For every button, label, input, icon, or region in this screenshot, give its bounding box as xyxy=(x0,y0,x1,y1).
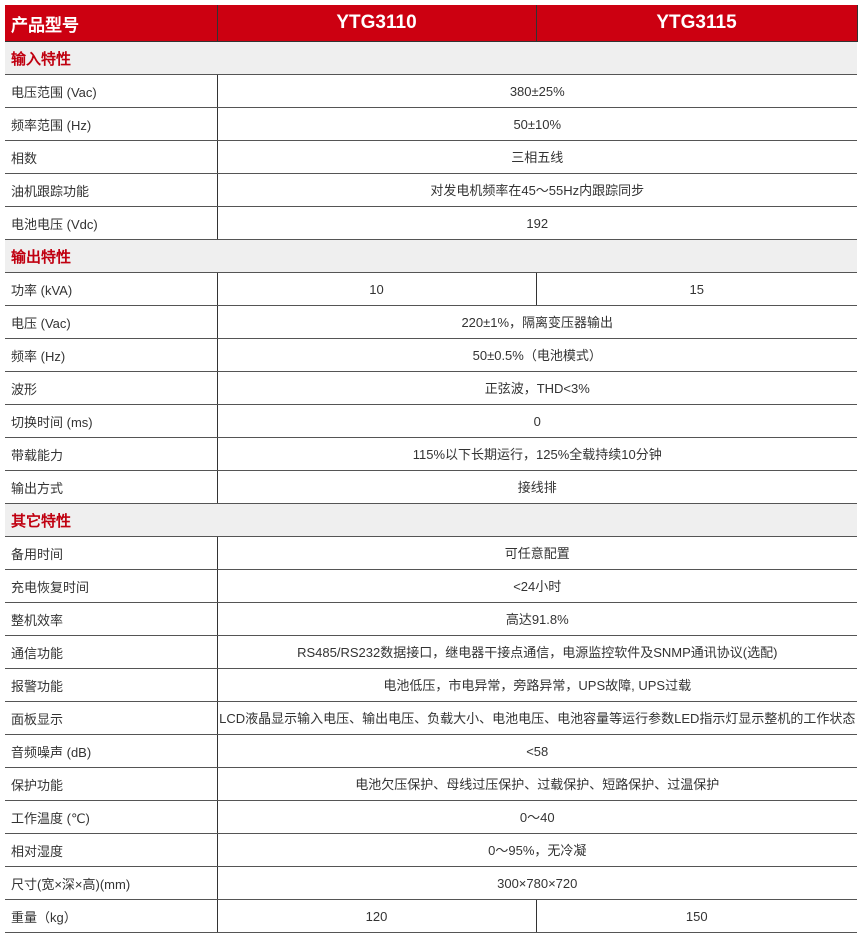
table-row: 输出方式 接线排 xyxy=(5,470,857,504)
row-value: <58 xyxy=(217,734,857,768)
row-label: 相对湿度 xyxy=(5,833,218,867)
row-label: 工作温度 (℃) xyxy=(5,800,218,834)
row-label: 电池电压 (Vdc) xyxy=(5,206,218,240)
section-title: 其它特性 xyxy=(5,503,857,537)
table-row: 相数 三相五线 xyxy=(5,140,857,174)
row-value: 可任意配置 xyxy=(217,536,857,570)
table-row: 重量（kg） 120 150 xyxy=(5,899,857,933)
section-row: 输出特性 xyxy=(5,239,857,273)
row-value: 正弦波，THD<3% xyxy=(217,371,857,405)
row-label: 油机跟踪功能 xyxy=(5,173,218,207)
table-row: 电池电压 (Vdc) 192 xyxy=(5,206,857,240)
table-row: 切换时间 (ms) 0 xyxy=(5,404,857,438)
row-value: 50±10% xyxy=(217,107,857,141)
section-title: 输出特性 xyxy=(5,239,857,273)
row-label: 相数 xyxy=(5,140,218,174)
spec-table: 产品型号 YTG3110 YTG3115 输入特性 电压范围 (Vac) 380±2… xyxy=(5,5,858,933)
row-value: <24小时 xyxy=(217,569,857,603)
row-value: 150 xyxy=(535,899,857,933)
row-label: 保护功能 xyxy=(5,767,218,801)
table-row: 相对湿度 0～95%，无冷凝 xyxy=(5,833,857,867)
row-label: 功率 (kVA) xyxy=(5,272,218,306)
row-value: RS485/RS232数据接口，继电器干接点通信，电源监控软件及SNMP通讯协议… xyxy=(217,635,857,669)
table-row: 电压 (Vac) 220±1%，隔离变压器输出 xyxy=(5,305,857,339)
table-row: 波形 正弦波，THD<3% xyxy=(5,371,857,405)
row-value: 电池欠压保护、母线过压保护、过载保护、短路保护、过温保护 xyxy=(217,767,857,801)
table-row: 充电恢复时间 <24小时 xyxy=(5,569,857,603)
row-label: 切换时间 (ms) xyxy=(5,404,218,438)
table-row: 功率 (kVA) 10 15 xyxy=(5,272,857,306)
table-row: 电压范围 (Vac) 380±25% xyxy=(5,74,857,108)
row-label: 波形 xyxy=(5,371,218,405)
table-row: 保护功能 电池欠压保护、母线过压保护、过载保护、短路保护、过温保护 xyxy=(5,767,857,801)
row-label: 电压范围 (Vac) xyxy=(5,74,218,108)
row-value: 高达91.8% xyxy=(217,602,857,636)
row-label: 音频噪声 (dB) xyxy=(5,734,218,768)
row-label: 带载能力 xyxy=(5,437,218,471)
row-label: 重量（kg） xyxy=(5,899,218,933)
row-value: 192 xyxy=(217,206,857,240)
table-row: 报警功能 电池低压，市电异常，旁路异常，UPS故障, UPS过载 xyxy=(5,668,857,702)
table-row: 通信功能 RS485/RS232数据接口，继电器干接点通信，电源监控软件及SNMP… xyxy=(5,635,857,669)
row-value: 15 xyxy=(535,272,857,306)
row-label: 面板显示 xyxy=(5,701,218,735)
row-label: 输出方式 xyxy=(5,470,218,504)
row-label: 电压 (Vac) xyxy=(5,305,218,339)
row-label: 频率范围 (Hz) xyxy=(5,107,218,141)
table-row: 频率范围 (Hz) 50±10% xyxy=(5,107,857,141)
row-value: 115%以下长期运行，125%全载持续10分钟 xyxy=(217,437,857,471)
table-row: 音频噪声 (dB) <58 xyxy=(5,734,857,768)
table-row: 尺寸(宽×深×高)(mm) 300×780×720 xyxy=(5,866,857,900)
model-ytg3110: YTG3110 xyxy=(217,5,537,42)
row-label: 报警功能 xyxy=(5,668,218,702)
table-row: 面板显示 LCD液晶显示输入电压、输出电压、负载大小、电池电压、电池容量等运行参数… xyxy=(5,701,857,735)
row-value: LCD液晶显示输入电压、输出电压、负载大小、电池电压、电池容量等运行参数LED指… xyxy=(217,701,857,735)
row-value: 0～95%，无冷凝 xyxy=(217,833,857,867)
table-row: 备用时间 可任意配置 xyxy=(5,536,857,570)
table-row: 频率 (Hz) 50±0.5%（电池模式） xyxy=(5,338,857,372)
row-label: 整机效率 xyxy=(5,602,218,636)
row-value: 接线排 xyxy=(217,470,857,504)
table-row: 带载能力 115%以下长期运行，125%全载持续10分钟 xyxy=(5,437,857,471)
row-label: 充电恢复时间 xyxy=(5,569,218,603)
row-value: 120 xyxy=(217,899,536,933)
table-row: 油机跟踪功能 对发电机频率在45～55Hz内跟踪同步 xyxy=(5,173,857,207)
header-row: 产品型号 YTG3110 YTG3115 xyxy=(5,5,858,42)
row-value: 0 xyxy=(217,404,857,438)
header-label: 产品型号 xyxy=(5,5,218,42)
section-title: 输入特性 xyxy=(5,41,857,75)
row-value: 电池低压，市电异常，旁路异常，UPS故障, UPS过载 xyxy=(217,668,857,702)
row-value: 三相五线 xyxy=(217,140,857,174)
model-ytg3115: YTG3115 xyxy=(536,5,858,42)
row-value: 220±1%，隔离变压器输出 xyxy=(217,305,857,339)
table-row: 整机效率 高达91.8% xyxy=(5,602,857,636)
row-value: 50±0.5%（电池模式） xyxy=(217,338,857,372)
row-value: 对发电机频率在45～55Hz内跟踪同步 xyxy=(217,173,857,207)
row-label: 尺寸(宽×深×高)(mm) xyxy=(5,866,218,900)
row-label: 通信功能 xyxy=(5,635,218,669)
row-value: 10 xyxy=(217,272,536,306)
row-value: 300×780×720 xyxy=(217,866,857,900)
section-row: 其它特性 xyxy=(5,503,857,537)
row-value: 0～40 xyxy=(217,800,857,834)
row-value: 380±25% xyxy=(217,74,857,108)
table-row: 工作温度 (℃) 0～40 xyxy=(5,800,857,834)
row-label: 频率 (Hz) xyxy=(5,338,218,372)
row-label: 备用时间 xyxy=(5,536,218,570)
section-row: 输入特性 xyxy=(5,41,857,75)
